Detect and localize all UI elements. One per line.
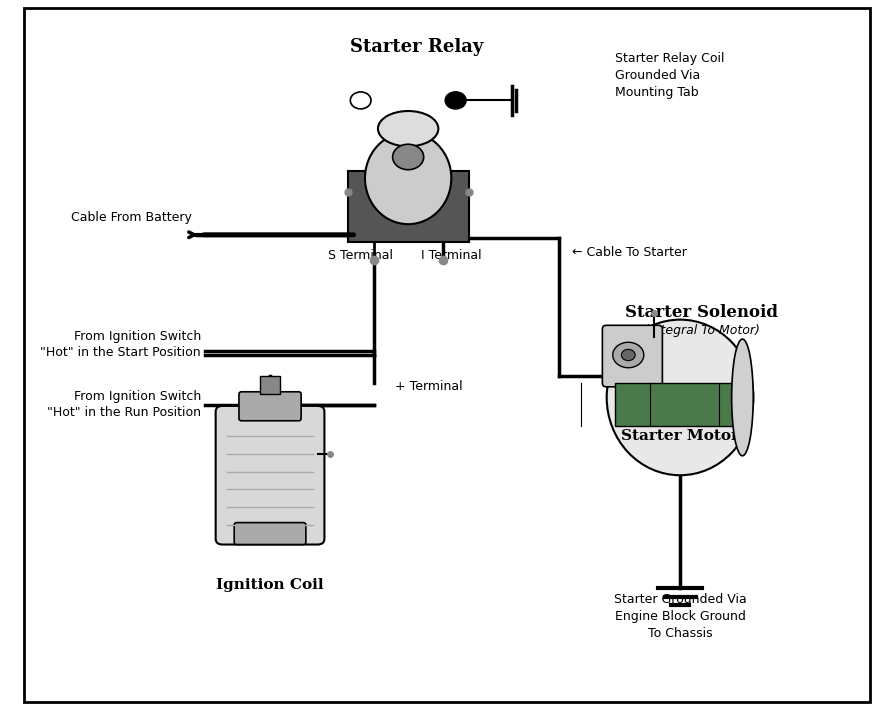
Ellipse shape	[606, 320, 753, 475]
FancyBboxPatch shape	[615, 383, 747, 426]
Circle shape	[392, 144, 423, 170]
Text: (Integral To Motor): (Integral To Motor)	[643, 324, 759, 337]
Circle shape	[612, 342, 644, 368]
Circle shape	[621, 349, 635, 361]
Text: From Ignition Switch
"Hot" in the Run Position: From Ignition Switch "Hot" in the Run Po…	[47, 390, 201, 419]
FancyBboxPatch shape	[234, 523, 306, 545]
Ellipse shape	[731, 339, 753, 456]
Ellipse shape	[378, 111, 438, 146]
Ellipse shape	[365, 132, 451, 224]
Text: S Terminal: S Terminal	[328, 249, 393, 263]
FancyBboxPatch shape	[239, 392, 301, 421]
Text: Starter Relay Coil
Grounded Via
Mounting Tab: Starter Relay Coil Grounded Via Mounting…	[615, 52, 725, 99]
Text: Cable From Battery: Cable From Battery	[71, 211, 193, 224]
Text: Starter Grounded Via
Engine Block Ground
To Chassis: Starter Grounded Via Engine Block Ground…	[613, 593, 746, 640]
FancyBboxPatch shape	[216, 406, 325, 545]
FancyBboxPatch shape	[260, 376, 281, 394]
Text: ← Cable To Starter: ← Cable To Starter	[572, 246, 687, 259]
Text: Starter Relay: Starter Relay	[350, 38, 483, 56]
FancyBboxPatch shape	[603, 325, 663, 387]
Circle shape	[445, 92, 466, 109]
Text: From Ignition Switch
"Hot" in the Start Position: From Ignition Switch "Hot" in the Start …	[40, 330, 201, 359]
FancyBboxPatch shape	[348, 171, 468, 242]
Text: Ignition Coil: Ignition Coil	[216, 578, 324, 592]
Text: + Terminal: + Terminal	[395, 381, 463, 393]
Circle shape	[350, 92, 371, 109]
Text: I Terminal: I Terminal	[421, 249, 481, 263]
Text: Starter Motor: Starter Motor	[621, 430, 739, 443]
Text: Starter Solenoid: Starter Solenoid	[625, 304, 778, 321]
